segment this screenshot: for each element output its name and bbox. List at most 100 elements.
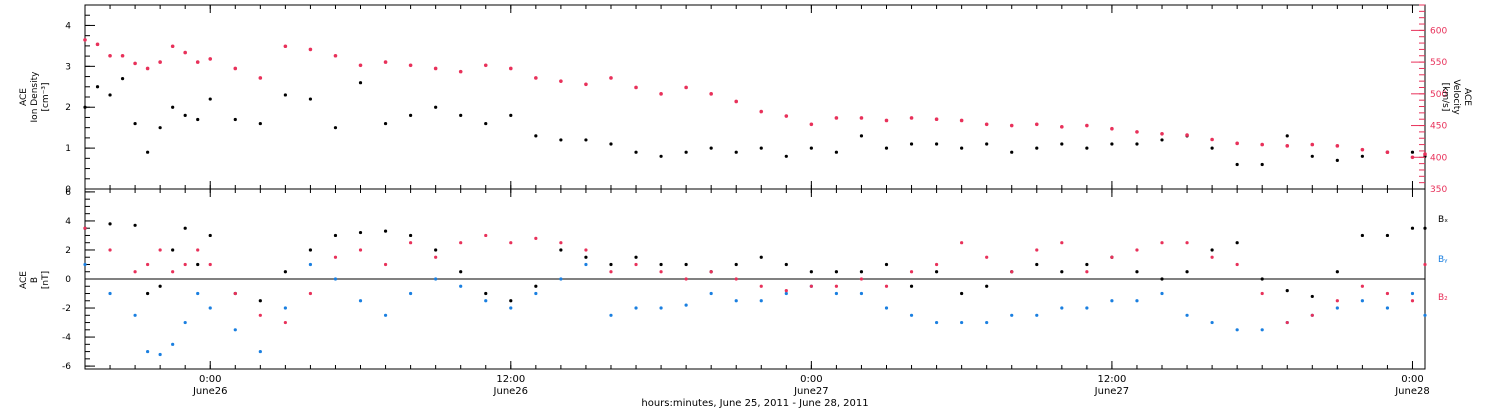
bz-point: [809, 284, 813, 288]
bz-point: [208, 262, 212, 267]
density-point: [308, 97, 313, 101]
field-ylabel-line1: ACE: [19, 271, 29, 289]
velocity-point: [283, 44, 288, 49]
bz-point: [171, 270, 175, 274]
bz-point: [434, 255, 438, 259]
bx-point: [1160, 277, 1164, 281]
density-point: [283, 93, 287, 97]
bz-point: [1260, 291, 1264, 296]
bz-point: [484, 233, 488, 238]
density-point: [684, 150, 688, 154]
by-point: [1423, 313, 1427, 317]
field-ytick-label: 0: [65, 275, 71, 285]
density-point: [484, 121, 488, 126]
velocity-point: [183, 50, 187, 55]
density-point: [1285, 134, 1289, 138]
density-point: [659, 154, 663, 158]
density-point: [95, 85, 100, 89]
density-point: [884, 146, 889, 150]
velocity-ytick-label: 550: [1430, 58, 1447, 68]
by-point: [133, 313, 137, 317]
velocity-point: [195, 60, 200, 64]
velocity-point: [433, 66, 438, 71]
density-point: [333, 126, 338, 130]
bx-point: [909, 284, 914, 288]
bz-point: [659, 270, 663, 274]
density-point: [559, 138, 563, 142]
date-tick-label: June27: [1094, 386, 1130, 397]
density-point: [759, 146, 763, 150]
bz-point: [1160, 241, 1164, 245]
density-ytick-label: 0: [65, 185, 71, 195]
density-point: [1160, 138, 1164, 142]
bx-point: [196, 262, 200, 267]
velocity-point: [734, 99, 739, 104]
bx-point: [1235, 241, 1239, 245]
bz-point: [1185, 241, 1189, 245]
velocity-ytick-label: 600: [1430, 26, 1447, 36]
by-point: [1210, 320, 1214, 325]
velocity-ytick-label: 350: [1430, 185, 1447, 195]
velocity-point: [458, 69, 463, 74]
velocity-point: [145, 66, 150, 71]
bz-point: [934, 262, 939, 267]
density-point: [634, 150, 638, 154]
density-point: [1110, 142, 1114, 146]
by-point: [1360, 299, 1364, 303]
by-point: [909, 313, 914, 317]
by-point: [434, 277, 438, 281]
density-point: [1135, 142, 1139, 146]
velocity-point: [208, 57, 213, 61]
date-tick-label: June26: [192, 386, 228, 397]
bz-point: [559, 241, 563, 245]
density-point: [1410, 150, 1415, 154]
by-point: [759, 299, 763, 303]
density-point: [1360, 154, 1364, 158]
velocity-point: [984, 122, 989, 127]
bz-point: [146, 262, 150, 267]
velocity-point: [684, 85, 688, 90]
velocity-point: [95, 42, 100, 47]
bx-point: [208, 233, 212, 238]
density-point: [960, 146, 964, 150]
velocity-point: [559, 79, 563, 83]
by-point: [383, 313, 388, 317]
velocity-point: [308, 47, 313, 52]
velocity-point: [383, 60, 388, 64]
bz-point: [884, 284, 889, 288]
velocity-series: [83, 38, 1427, 160]
density-series: [83, 77, 1427, 167]
bx-point: [609, 262, 613, 267]
velocity-point: [1185, 133, 1189, 137]
bx-point: [809, 270, 813, 274]
bz-point: [358, 248, 363, 252]
field-panel: -6 -4 -2 0 2 4 6 ACE B [nT] Bₓ Bᵧ B₂: [19, 188, 1448, 372]
density-point: [196, 117, 200, 122]
velocity-point: [959, 118, 964, 123]
density-point: [258, 121, 262, 126]
bx-point: [559, 248, 563, 252]
velocity-point: [333, 53, 338, 58]
bz-point: [1360, 284, 1364, 288]
date-tick-label: June26: [493, 386, 529, 397]
bz-point: [258, 313, 262, 317]
density-axis-ticks: 0 1 2 3 4: [65, 4, 95, 195]
density-panel: 0 1 2 3 4 350 400 450 500 550 600 ACE Ion Density…: [19, 4, 1472, 195]
bz-point: [1010, 270, 1014, 274]
by-point: [584, 262, 588, 267]
bz-point: [233, 291, 237, 296]
by-point: [1335, 306, 1339, 310]
density-point: [233, 117, 237, 122]
field-ylabel-line2: B: [30, 277, 40, 283]
velocity-point: [108, 53, 112, 58]
velocity-point: [609, 76, 613, 80]
by-point: [1085, 306, 1089, 310]
density-point: [409, 113, 413, 117]
velocity-point: [1310, 142, 1315, 147]
bz-point: [108, 248, 112, 252]
legend-by: Bᵧ: [1438, 255, 1448, 265]
bz-point: [409, 241, 413, 245]
bz-point: [1210, 255, 1214, 259]
velocity-point: [83, 38, 87, 42]
bz-point: [1410, 299, 1415, 303]
